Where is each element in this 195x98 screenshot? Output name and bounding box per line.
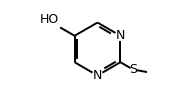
Text: HO: HO [40,13,59,26]
Text: S: S [129,63,137,76]
Text: N: N [116,29,125,42]
Text: N: N [93,69,102,82]
